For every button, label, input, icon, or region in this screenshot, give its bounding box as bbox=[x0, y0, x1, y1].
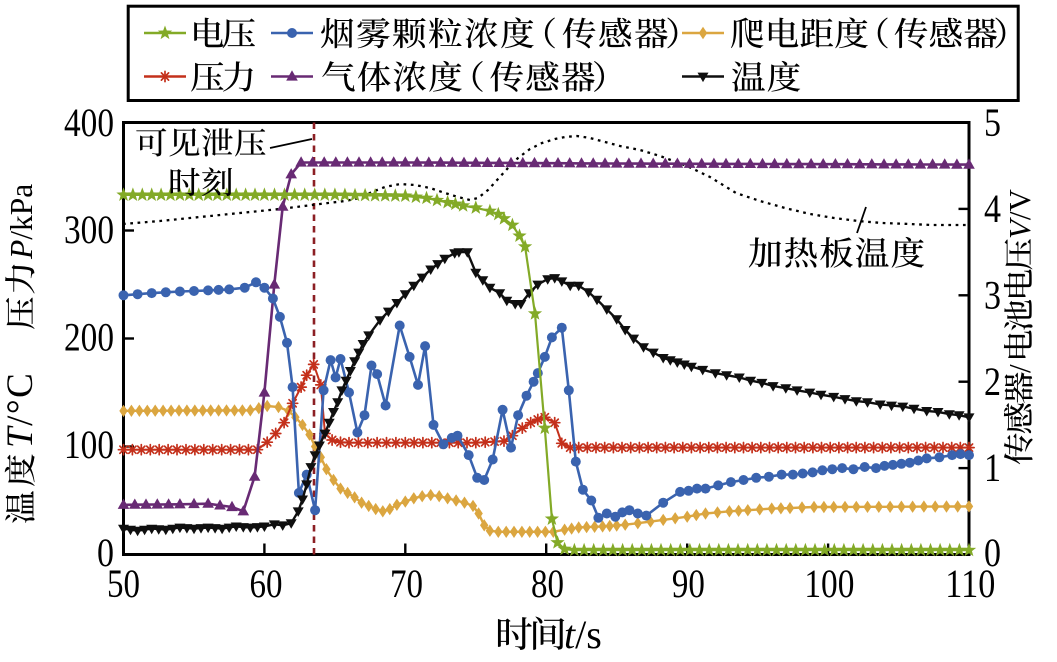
svg-text:400: 400 bbox=[64, 100, 114, 145]
svg-text:50: 50 bbox=[107, 561, 140, 606]
svg-text:100: 100 bbox=[804, 561, 854, 606]
svg-text:70: 70 bbox=[390, 561, 423, 606]
svg-text:110: 110 bbox=[945, 561, 995, 606]
svg-text:100: 100 bbox=[64, 422, 114, 467]
svg-text:1: 1 bbox=[984, 445, 1001, 490]
svg-text:0: 0 bbox=[984, 530, 1001, 575]
svg-text:200: 200 bbox=[64, 315, 114, 360]
svg-text:0: 0 bbox=[97, 530, 114, 575]
svg-text:80: 80 bbox=[531, 561, 564, 606]
svg-text:3: 3 bbox=[984, 273, 1001, 318]
svg-text:V/V: V/V bbox=[1002, 188, 1037, 239]
svg-text:T/°C: T/°C bbox=[0, 372, 41, 448]
svg-text:t/s: t/s bbox=[564, 612, 602, 657]
svg-text:P/kPa: P/kPa bbox=[4, 184, 39, 260]
svg-text:300: 300 bbox=[64, 207, 114, 252]
svg-text:60: 60 bbox=[250, 561, 283, 606]
svg-text:4: 4 bbox=[984, 186, 1001, 231]
svg-text:/: / bbox=[1002, 364, 1037, 373]
svg-text:90: 90 bbox=[672, 561, 705, 606]
svg-text:2: 2 bbox=[984, 359, 1001, 404]
svg-text:5: 5 bbox=[984, 100, 1001, 145]
